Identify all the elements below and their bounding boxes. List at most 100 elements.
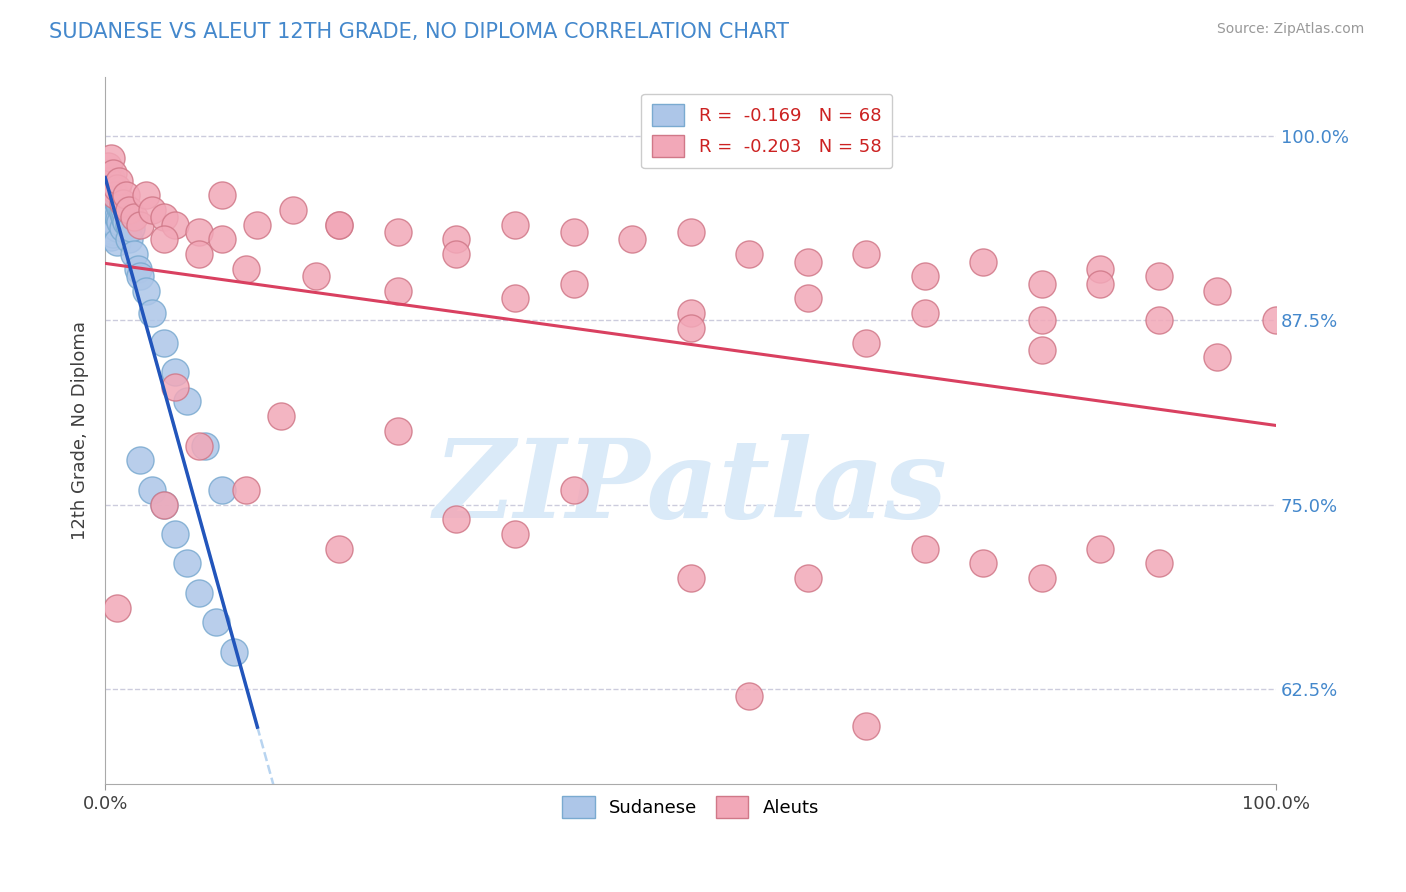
Point: [111, 195, 134, 210]
Point: [97, 173, 120, 187]
Point: [141, 306, 163, 320]
Point: [105, 181, 128, 195]
Point: [270, 409, 292, 424]
Point: [114, 211, 136, 226]
Point: [246, 218, 269, 232]
Point: [96, 159, 118, 173]
Point: [103, 188, 125, 202]
Point: [104, 202, 127, 217]
Point: [105, 235, 128, 250]
Point: [1090, 277, 1112, 291]
Point: [110, 200, 132, 214]
Point: [679, 321, 702, 335]
Text: SUDANESE VS ALEUT 12TH GRADE, NO DIPLOMA CORRELATION CHART: SUDANESE VS ALEUT 12TH GRADE, NO DIPLOMA…: [49, 22, 789, 42]
Point: [97, 188, 120, 202]
Point: [211, 188, 233, 202]
Point: [1031, 571, 1053, 585]
Point: [446, 232, 468, 246]
Point: [152, 232, 174, 246]
Point: [235, 483, 257, 497]
Point: [446, 512, 468, 526]
Point: [107, 209, 129, 223]
Point: [211, 483, 233, 497]
Point: [101, 181, 124, 195]
Point: [100, 186, 122, 200]
Point: [141, 483, 163, 497]
Point: [1265, 313, 1288, 327]
Point: [129, 453, 152, 467]
Point: [205, 615, 228, 630]
Point: [117, 202, 139, 217]
Y-axis label: 12th Grade, No Diploma: 12th Grade, No Diploma: [72, 321, 89, 541]
Point: [103, 166, 125, 180]
Point: [96, 188, 118, 202]
Point: [129, 218, 152, 232]
Point: [855, 247, 877, 261]
Point: [176, 557, 198, 571]
Point: [679, 571, 702, 585]
Point: [187, 439, 209, 453]
Point: [562, 225, 585, 239]
Point: [127, 261, 149, 276]
Point: [98, 191, 121, 205]
Point: [105, 220, 128, 235]
Point: [176, 394, 198, 409]
Point: [98, 177, 121, 191]
Point: [107, 194, 129, 209]
Point: [152, 498, 174, 512]
Point: [103, 197, 125, 211]
Point: [105, 600, 128, 615]
Point: [96, 166, 118, 180]
Point: [103, 182, 125, 196]
Point: [103, 215, 125, 229]
Point: [914, 306, 936, 320]
Point: [165, 365, 187, 379]
Point: [562, 483, 585, 497]
Point: [105, 191, 128, 205]
Point: [503, 527, 526, 541]
Point: [103, 186, 125, 200]
Point: [1147, 557, 1170, 571]
Point: [562, 277, 585, 291]
Point: [679, 306, 702, 320]
Point: [914, 541, 936, 556]
Point: [165, 380, 187, 394]
Text: ZIPatlas: ZIPatlas: [433, 434, 948, 541]
Point: [103, 200, 125, 214]
Point: [1031, 277, 1053, 291]
Point: [1090, 261, 1112, 276]
Point: [972, 254, 994, 268]
Point: [1090, 541, 1112, 556]
Point: [1031, 313, 1053, 327]
Point: [387, 225, 409, 239]
Point: [503, 292, 526, 306]
Point: [503, 218, 526, 232]
Point: [115, 188, 138, 202]
Point: [103, 227, 125, 241]
Point: [796, 571, 818, 585]
Point: [187, 247, 209, 261]
Point: [621, 232, 644, 246]
Point: [328, 218, 350, 232]
Point: [187, 225, 209, 239]
Point: [100, 229, 122, 244]
Point: [96, 181, 118, 195]
Point: [124, 247, 146, 261]
Point: [152, 335, 174, 350]
Point: [100, 170, 122, 185]
Point: [111, 220, 134, 235]
Point: [446, 247, 468, 261]
Point: [101, 209, 124, 223]
Point: [194, 439, 217, 453]
Point: [100, 152, 122, 166]
Point: [104, 188, 127, 202]
Point: [1206, 284, 1229, 298]
Point: [115, 215, 138, 229]
Point: [97, 202, 120, 217]
Point: [1147, 313, 1170, 327]
Point: [97, 173, 120, 187]
Point: [152, 211, 174, 225]
Point: [328, 218, 350, 232]
Point: [96, 173, 118, 187]
Point: [129, 269, 152, 284]
